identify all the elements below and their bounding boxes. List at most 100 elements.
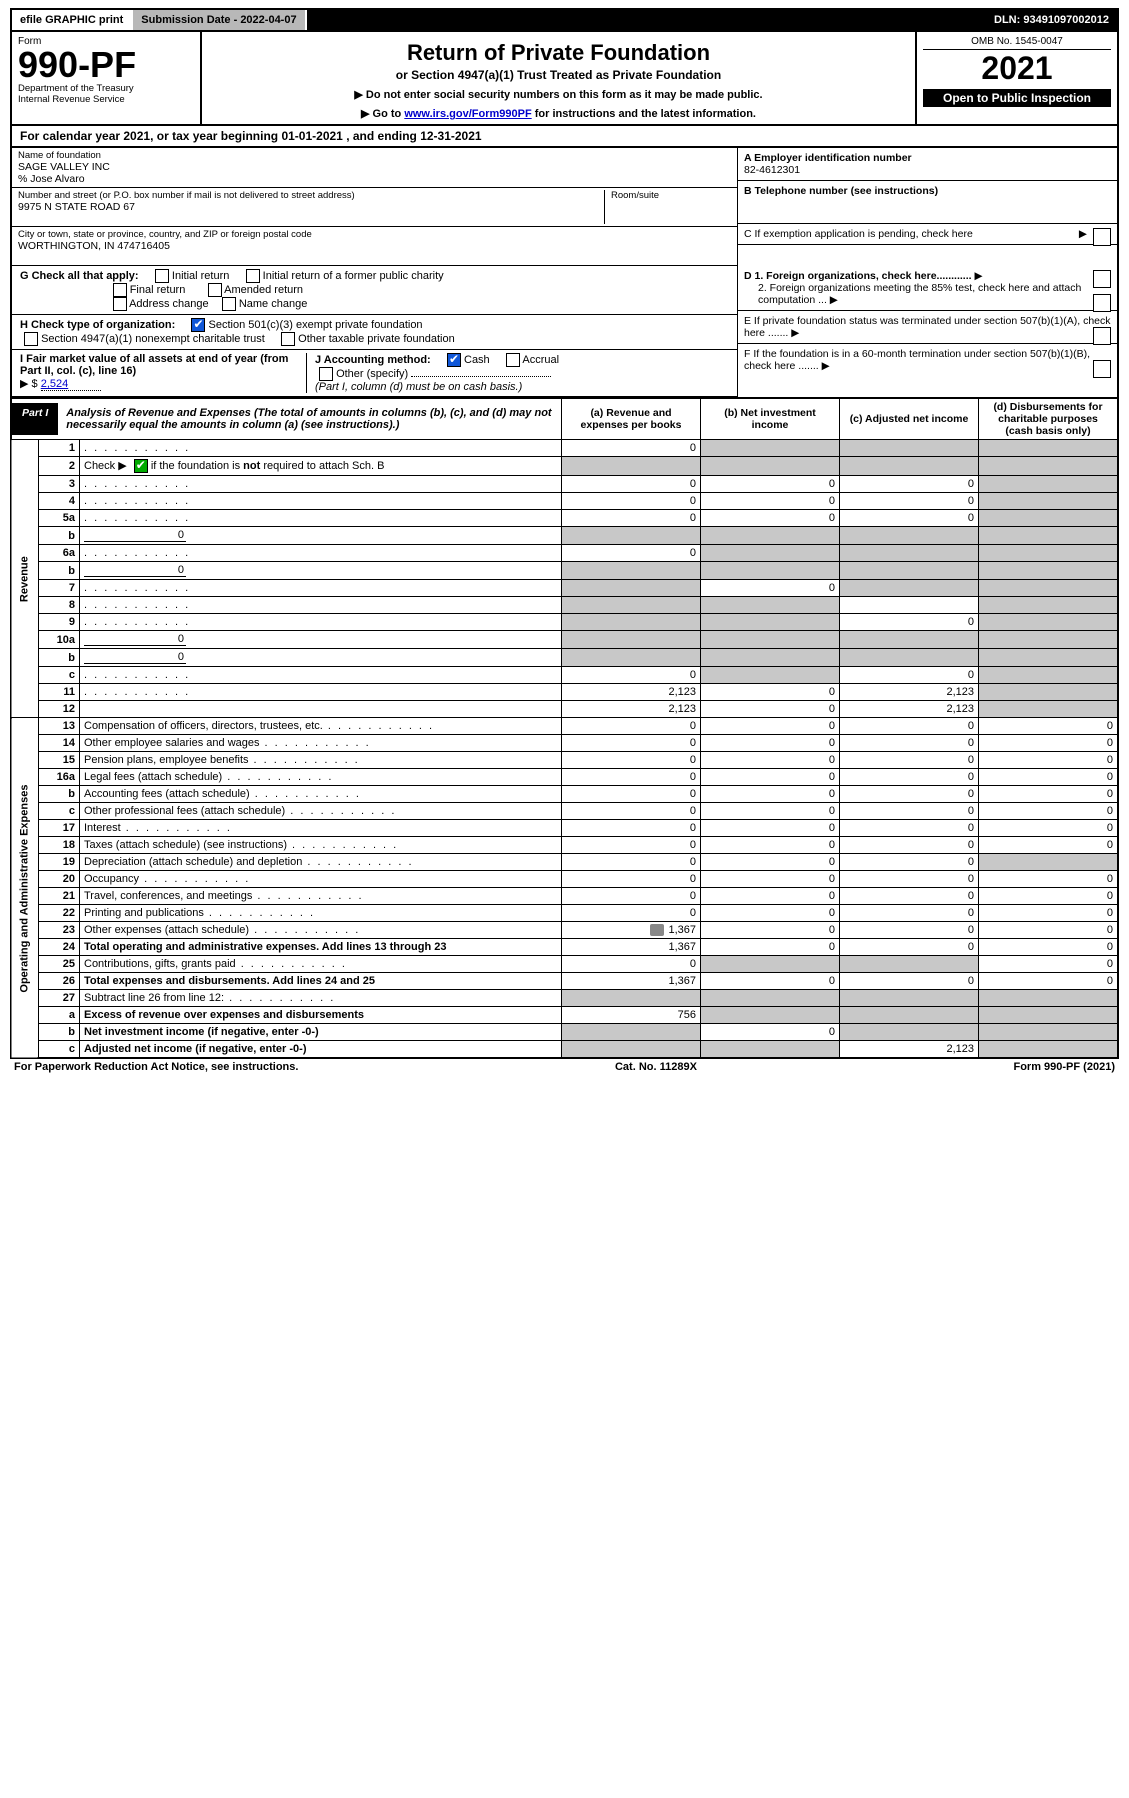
omb-number: OMB No. 1545-0047 [923,36,1111,50]
cell-dd: 0 [979,718,1119,735]
arrow-icon: ▶ [791,327,799,339]
cell-b: 0 [701,973,840,990]
h-label: H Check type of organization: [20,319,175,331]
line-desc: Adjusted net income (if negative, enter … [80,1041,562,1059]
table-row: 6a0 [11,545,1118,562]
line-number: 3 [39,476,80,493]
g-amended-checkbox[interactable] [208,283,222,297]
cell-dd: 0 [979,922,1119,939]
line-number: 9 [39,614,80,631]
g-initial-return-checkbox[interactable] [155,269,169,283]
h-4947-checkbox[interactable] [24,332,38,346]
cal-end: 12-31-2021 [420,129,481,143]
d2-checkbox[interactable] [1093,294,1111,312]
table-row: Revenue10 [11,440,1118,457]
irs-link[interactable]: www.irs.gov/Form990PF [404,108,531,120]
cell-c [840,562,979,580]
phone-label: B Telephone number (see instructions) [744,185,938,197]
cell-b: 0 [701,871,840,888]
form-subtitle: or Section 4947(a)(1) Trust Treated as P… [210,68,907,82]
cell-dd [979,1007,1119,1024]
line-desc: Other expenses (attach schedule) [80,922,562,939]
e-checkbox[interactable] [1093,327,1111,345]
table-row: 22Printing and publications0000 [11,905,1118,922]
arrow-icon: ▶ [822,360,830,372]
efile-label: efile GRAPHIC print [12,10,133,30]
f-checkbox[interactable] [1093,360,1111,378]
h-501c3-checkbox[interactable] [191,318,205,332]
cell-c: 0 [840,769,979,786]
schb-checkbox[interactable] [134,459,148,473]
cell-c: 2,123 [840,1041,979,1059]
cell-b: 0 [701,905,840,922]
j-accrual-checkbox[interactable] [506,353,520,367]
g-name-change-checkbox[interactable] [222,297,236,311]
h-opt-2: Section 4947(a)(1) nonexempt charitable … [41,333,265,345]
table-row: b 0 [11,527,1118,545]
line-desc: Subtract line 26 from line 12: [80,990,562,1007]
table-row: 19Depreciation (attach schedule) and dep… [11,854,1118,871]
city-label: City or town, state or province, country… [18,229,731,240]
cell-b: 0 [701,803,840,820]
j-cash-checkbox[interactable] [447,353,461,367]
table-row: bNet investment income (if negative, ent… [11,1024,1118,1041]
inline-value: 0 [84,564,186,577]
cell-dd: 0 [979,956,1119,973]
col-b-header: (b) Net investment income [701,399,840,440]
cell-c: 0 [840,752,979,769]
cell-a: 0 [562,510,701,527]
cell-c [840,597,979,614]
table-row: cOther professional fees (attach schedul… [11,803,1118,820]
care-of: % Jose Alvaro [18,173,731,185]
line-desc [80,597,562,614]
line-number: 13 [39,718,80,735]
dln-label: DLN: 93491097002012 [986,10,1117,30]
i-value[interactable]: 2,524 [41,378,101,391]
header-center: Return of Private Foundation or Section … [202,32,917,124]
line-number: b [39,527,80,545]
cell-dd: 0 [979,820,1119,837]
cell-b: 0 [701,752,840,769]
attachment-icon[interactable] [650,924,664,936]
d1-checkbox[interactable] [1093,270,1111,288]
line-number: 20 [39,871,80,888]
g-address-change-checkbox[interactable] [113,297,127,311]
table-row: aExcess of revenue over expenses and dis… [11,1007,1118,1024]
j-cash: Cash [464,354,490,366]
line-desc: Compensation of officers, directors, tru… [80,718,562,735]
line-number: 14 [39,735,80,752]
j-other-checkbox[interactable] [319,367,333,381]
submission-date: Submission Date - 2022-04-07 [133,10,306,30]
line-desc: Occupancy [80,871,562,888]
c-checkbox[interactable] [1093,228,1111,246]
address-cell: Number and street (or P.O. box number if… [12,188,737,227]
cell-b: 0 [701,820,840,837]
line-desc [80,545,562,562]
g-label: G Check all that apply: [20,270,139,282]
cell-d [979,631,1119,649]
cell-b [701,562,840,580]
cell-c: 0 [840,614,979,631]
table-row: b 0 [11,649,1118,667]
table-row: 90 [11,614,1118,631]
g-final-return-checkbox[interactable] [113,283,127,297]
cell-a: 0 [562,476,701,493]
cell-a [562,649,701,667]
cell-d [979,701,1119,718]
table-row: 18Taxes (attach schedule) (see instructi… [11,837,1118,854]
cell-a: 0 [562,786,701,803]
cell-a [562,1024,701,1041]
cell-a [562,1041,701,1059]
g-initial-former-checkbox[interactable] [246,269,260,283]
cell-c: 0 [840,871,979,888]
cell-c: 0 [840,888,979,905]
g-row: G Check all that apply: Initial return I… [12,266,737,314]
col-a-header: (a) Revenue and expenses per books [562,399,701,440]
h-other-checkbox[interactable] [281,332,295,346]
i-prefix: ▶ $ [20,378,38,390]
g-opt-0: Initial return [172,270,229,282]
table-row: 14Other employee salaries and wages0000 [11,735,1118,752]
cell-b: 0 [701,786,840,803]
d1-label: D 1. Foreign organizations, check here..… [744,270,972,282]
table-row: 2Check ▶ if the foundation is not requir… [11,457,1118,476]
